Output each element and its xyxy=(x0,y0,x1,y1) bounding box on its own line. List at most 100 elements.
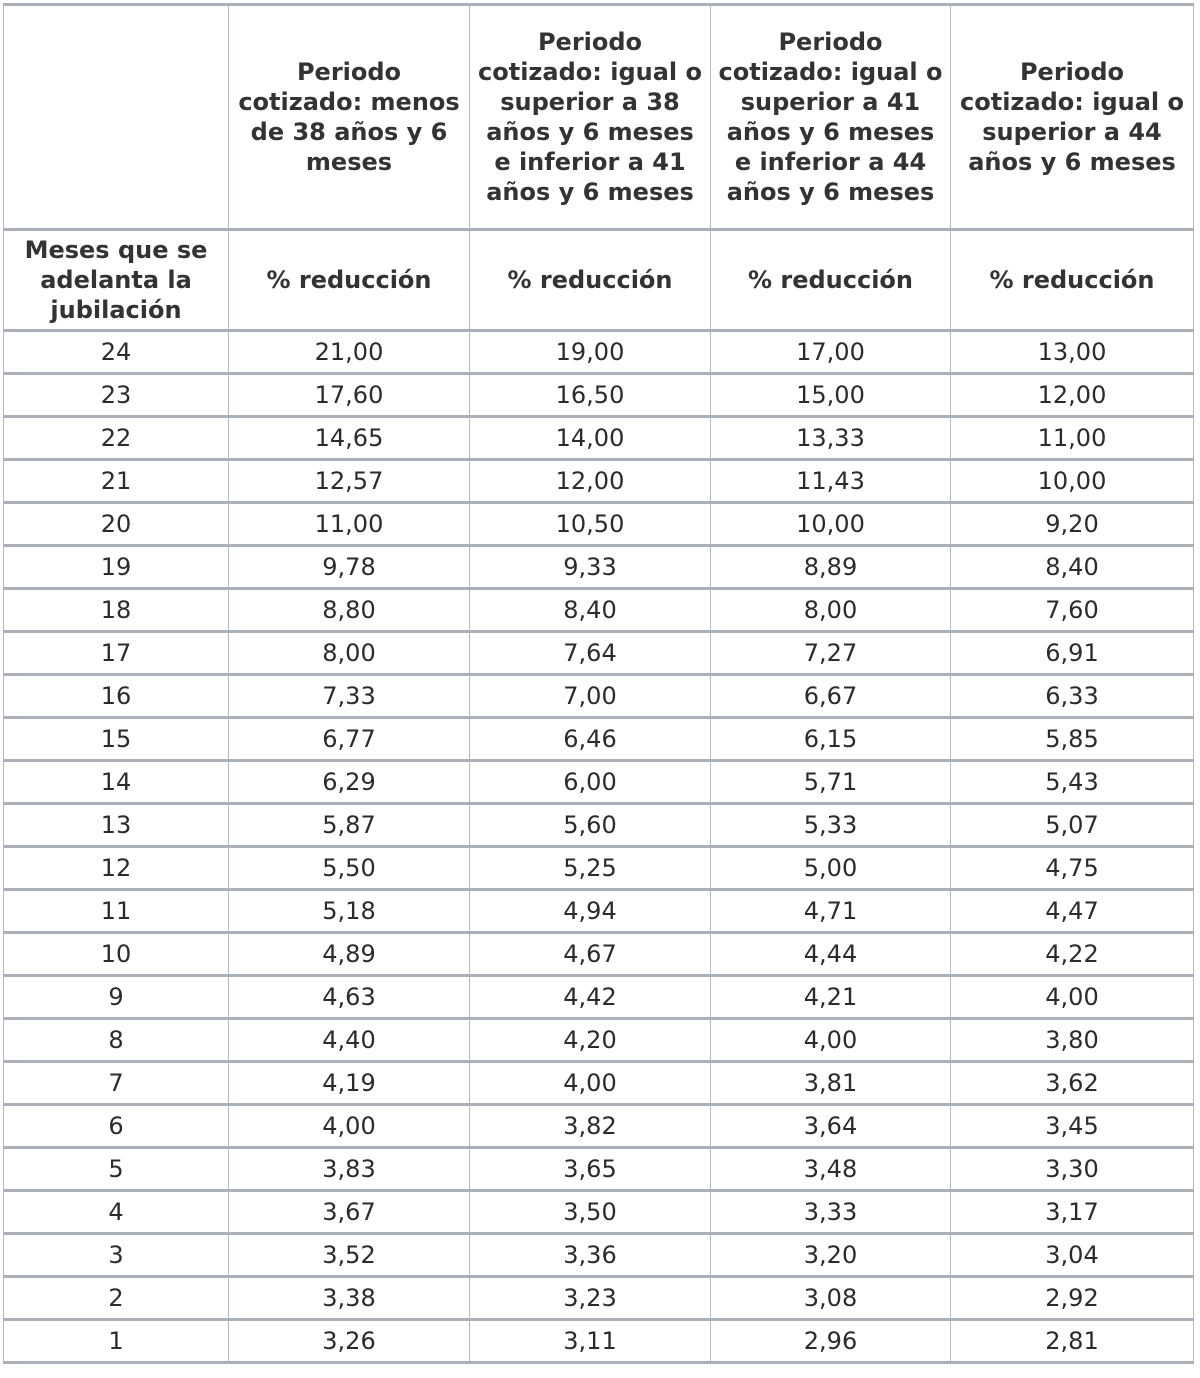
reduction-cell: 3,83 xyxy=(228,1147,470,1192)
reduction-cell: 3,36 xyxy=(469,1233,711,1278)
reduction-cell: 3,23 xyxy=(469,1276,711,1321)
months-cell: 6 xyxy=(3,1104,229,1149)
header-period-under-38-6: Periodo cotizado: menos de 38 años y 6 m… xyxy=(228,4,470,231)
reduction-cell: 5,60 xyxy=(469,803,711,848)
reduction-cell: 15,00 xyxy=(710,373,951,418)
reduction-cell: 4,22 xyxy=(950,932,1194,977)
reduction-cell: 8,89 xyxy=(710,545,951,590)
table-row: 4 3,67 3,50 3,33 3,17 xyxy=(3,1190,1194,1235)
reduction-cell: 8,40 xyxy=(950,545,1194,590)
reduction-cell: 3,81 xyxy=(710,1061,951,1106)
reduction-cell: 10,50 xyxy=(469,502,711,547)
table-body: 24 21,00 19,00 17,00 13,00 23 17,60 16,50 15,00 1… xyxy=(3,330,1194,1364)
reduction-cell: 4,00 xyxy=(469,1061,711,1106)
reduction-cell: 5,50 xyxy=(228,846,470,891)
reduction-cell: 4,00 xyxy=(710,1018,951,1063)
reduction-cell: 5,07 xyxy=(950,803,1194,848)
reduction-cell: 5,71 xyxy=(710,760,951,805)
reduction-cell: 4,94 xyxy=(469,889,711,934)
subheader-reduction: % reducción xyxy=(950,229,1194,332)
table-row: 23 17,60 16,50 15,00 12,00 xyxy=(3,373,1194,418)
months-cell: 24 xyxy=(3,330,229,375)
reduction-cell: 6,00 xyxy=(469,760,711,805)
reduction-cell: 14,00 xyxy=(469,416,711,461)
table-row: 17 8,00 7,64 7,27 6,91 xyxy=(3,631,1194,676)
reduction-cell: 7,60 xyxy=(950,588,1194,633)
table-row: 20 11,00 10,50 10,00 9,20 xyxy=(3,502,1194,547)
reduction-cell: 21,00 xyxy=(228,330,470,375)
reduction-cell: 8,00 xyxy=(228,631,470,676)
table-row: 2 3,38 3,23 3,08 2,92 xyxy=(3,1276,1194,1321)
reduction-cell: 3,52 xyxy=(228,1233,470,1278)
reduction-cell: 6,15 xyxy=(710,717,951,762)
subheader-reduction: % reducción xyxy=(710,229,951,332)
reduction-cell: 6,29 xyxy=(228,760,470,805)
reduction-cell: 12,57 xyxy=(228,459,470,504)
reduction-cell: 3,62 xyxy=(950,1061,1194,1106)
months-cell: 18 xyxy=(3,588,229,633)
reduction-cell: 19,00 xyxy=(469,330,711,375)
header-period-38-6-to-41-6: Periodo cotizado: igual o superior a 38 … xyxy=(469,4,711,231)
reduction-cell: 3,45 xyxy=(950,1104,1194,1149)
reduction-cell: 5,00 xyxy=(710,846,951,891)
months-cell: 19 xyxy=(3,545,229,590)
table-row: 13 5,87 5,60 5,33 5,07 xyxy=(3,803,1194,848)
reduction-cell: 11,00 xyxy=(950,416,1194,461)
reduction-cell: 3,26 xyxy=(228,1319,470,1364)
table-row: 5 3,83 3,65 3,48 3,30 xyxy=(3,1147,1194,1192)
subheader-reduction: % reducción xyxy=(469,229,711,332)
reduction-cell: 4,71 xyxy=(710,889,951,934)
reduction-cell: 14,65 xyxy=(228,416,470,461)
reduction-cell: 4,44 xyxy=(710,932,951,977)
reduction-cell: 3,80 xyxy=(950,1018,1194,1063)
table-row: 9 4,63 4,42 4,21 4,00 xyxy=(3,975,1194,1020)
reduction-cell: 3,65 xyxy=(469,1147,711,1192)
reduction-cell: 4,19 xyxy=(228,1061,470,1106)
header-period-41-6-to-44-6: Periodo cotizado: igual o superior a 41 … xyxy=(710,4,951,231)
reduction-cell: 5,33 xyxy=(710,803,951,848)
reduction-cell: 4,63 xyxy=(228,975,470,1020)
reduction-cell: 3,08 xyxy=(710,1276,951,1321)
table-row: 3 3,52 3,36 3,20 3,04 xyxy=(3,1233,1194,1278)
reduction-cell: 5,87 xyxy=(228,803,470,848)
reduction-cell: 4,89 xyxy=(228,932,470,977)
table-row: 8 4,40 4,20 4,00 3,80 xyxy=(3,1018,1194,1063)
subheader-months: Meses que se adelanta la jubilación xyxy=(3,229,229,332)
reduction-cell: 7,27 xyxy=(710,631,951,676)
subheader-row: Meses que se adelanta la jubilación % re… xyxy=(3,229,1194,332)
reduction-cell: 5,85 xyxy=(950,717,1194,762)
header-row: Periodo cotizado: menos de 38 años y 6 m… xyxy=(3,4,1194,231)
months-cell: 9 xyxy=(3,975,229,1020)
months-cell: 14 xyxy=(3,760,229,805)
reduction-cell: 4,20 xyxy=(469,1018,711,1063)
reduction-cell: 6,67 xyxy=(710,674,951,719)
reduction-cell: 3,33 xyxy=(710,1190,951,1235)
reduction-cell: 2,81 xyxy=(950,1319,1194,1364)
reduction-cell: 11,43 xyxy=(710,459,951,504)
reduction-cell: 4,00 xyxy=(228,1104,470,1149)
months-cell: 12 xyxy=(3,846,229,891)
subheader-reduction: % reducción xyxy=(228,229,470,332)
reduction-cell: 9,20 xyxy=(950,502,1194,547)
reduction-cell: 3,82 xyxy=(469,1104,711,1149)
reduction-cell: 6,77 xyxy=(228,717,470,762)
reduction-cell: 8,80 xyxy=(228,588,470,633)
table-row: 6 4,00 3,82 3,64 3,45 xyxy=(3,1104,1194,1149)
months-cell: 11 xyxy=(3,889,229,934)
table-row: 10 4,89 4,67 4,44 4,22 xyxy=(3,932,1194,977)
table-row: 1 3,26 3,11 2,96 2,81 xyxy=(3,1319,1194,1364)
months-cell: 8 xyxy=(3,1018,229,1063)
reduction-cell: 7,33 xyxy=(228,674,470,719)
reduction-cell: 13,33 xyxy=(710,416,951,461)
reduction-table: Periodo cotizado: menos de 38 años y 6 m… xyxy=(3,3,1194,1364)
reduction-cell: 4,75 xyxy=(950,846,1194,891)
table-row: 19 9,78 9,33 8,89 8,40 xyxy=(3,545,1194,590)
reduction-cell: 12,00 xyxy=(469,459,711,504)
table-row: 15 6,77 6,46 6,15 5,85 xyxy=(3,717,1194,762)
reduction-cell: 2,96 xyxy=(710,1319,951,1364)
reduction-cell: 5,25 xyxy=(469,846,711,891)
reduction-cell: 9,78 xyxy=(228,545,470,590)
months-cell: 1 xyxy=(3,1319,229,1364)
table-row: 12 5,50 5,25 5,00 4,75 xyxy=(3,846,1194,891)
months-cell: 3 xyxy=(3,1233,229,1278)
